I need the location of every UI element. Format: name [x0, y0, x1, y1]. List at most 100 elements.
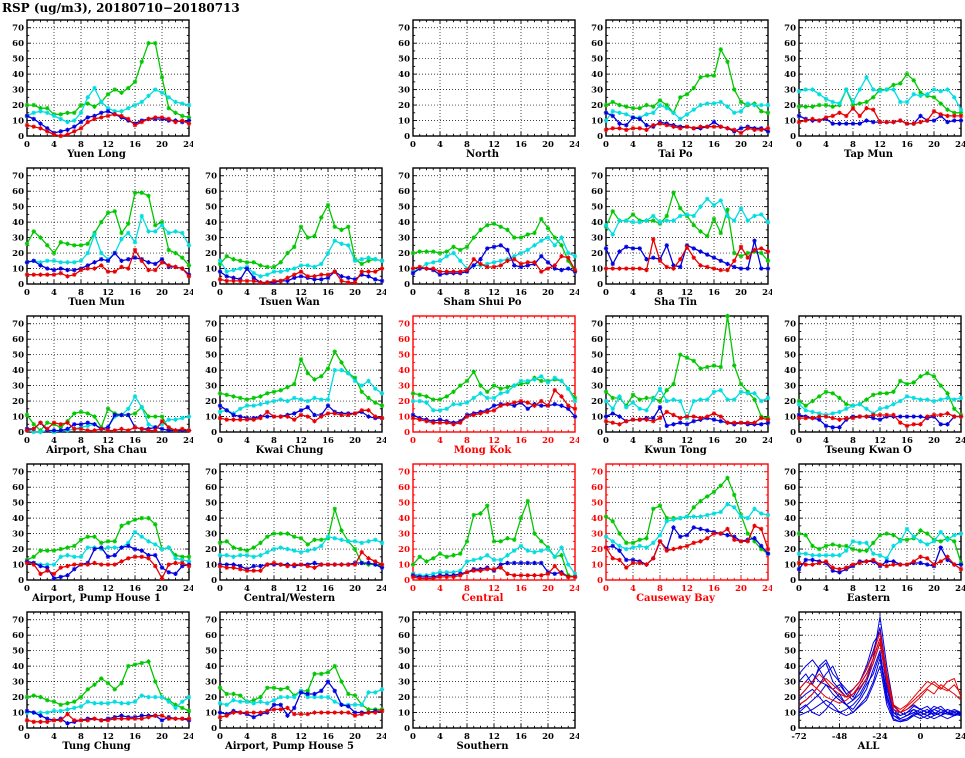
y-tick-label: 40 [398, 218, 410, 228]
x-tick-label: 20 [928, 140, 940, 150]
x-tick-label: 4 [244, 436, 250, 446]
y-tick-label: 70 [784, 468, 796, 478]
y-tick-label: 40 [398, 662, 410, 672]
x-tick-label: 12 [681, 584, 693, 594]
chart-title: Eastern [847, 593, 891, 604]
x-tick-label: 12 [488, 140, 500, 150]
y-tick-label: 60 [784, 631, 796, 641]
chart-airport-sha-chau: 0 10 20 30 40 50 60 70 0 4 8 12 16 20 24 Airport, Sha C… [0, 310, 195, 458]
x-tick-label: 12 [295, 436, 307, 446]
x-tick-label: 8 [78, 288, 84, 298]
y-tick-label: 0 [18, 280, 24, 290]
x-tick-label: 4 [823, 584, 829, 594]
chart-southern: 0 10 20 30 40 50 60 70 0 4 8 12 16 20 24 Southern [386, 606, 581, 754]
chart-title: Airport, Pump House 1 [31, 593, 161, 604]
chart-title: ALL [857, 741, 880, 752]
x-tick-label: 12 [874, 436, 886, 446]
y-tick-label: 30 [591, 530, 603, 540]
y-tick-label: 60 [398, 631, 410, 641]
chart-title: Kwun Tong [644, 445, 707, 456]
y-tick-label: 50 [784, 351, 796, 361]
x-tick-label: 24 [376, 584, 386, 594]
x-tick-label: 12 [874, 584, 886, 594]
y-tick-label: 60 [398, 335, 410, 345]
x-tick-label: 20 [156, 732, 168, 742]
y-tick-label: 50 [591, 203, 603, 213]
x-tick-label: 20 [349, 732, 361, 742]
y-tick-label: 50 [205, 647, 217, 657]
plot: 0 10 20 30 40 50 60 70 0 4 8 12 16 20 24 Kwai Chung [205, 315, 388, 456]
y-tick-label: 50 [398, 499, 410, 509]
y-tick-label: 10 [591, 413, 603, 423]
plot: 0 10 20 30 40 50 60 70 0 4 8 12 16 20 24 Airport, Sha C… [12, 315, 195, 456]
x-tick-label: 4 [437, 140, 443, 150]
y-tick-label: 60 [784, 483, 796, 493]
y-tick-label: 60 [205, 335, 217, 345]
x-tick-label: 8 [657, 584, 663, 594]
plot: 0 10 20 30 40 50 60 70 0 4 8 12 16 20 24 Central [398, 463, 581, 604]
plot: 0 10 20 30 40 50 60 70 0 4 8 12 16 20 24 Kwun Tong [591, 313, 774, 456]
plot: 0 10 20 30 40 50 60 70 0 4 8 12 16 20 24 Tsuen Wan [205, 167, 388, 308]
y-tick-label: 40 [205, 366, 217, 376]
x-tick-label: 4 [630, 140, 636, 150]
plot: 0 10 20 30 40 50 60 70 0 4 8 12 16 20 24 Tai Po [591, 19, 774, 160]
chart-tung-chung: 0 10 20 30 40 50 60 70 0 4 8 12 16 20 24 Tung Chung [0, 606, 195, 754]
y-tick-label: 50 [784, 55, 796, 65]
x-tick-label: 4 [630, 436, 636, 446]
y-tick-label: 0 [18, 428, 24, 438]
y-tick-label: 20 [591, 397, 603, 407]
y-tick-label: 30 [591, 86, 603, 96]
x-tick-label: 0 [217, 584, 223, 594]
chart-title: North [466, 149, 500, 160]
chart-tuen-mun: 0 10 20 30 40 50 60 70 0 4 8 12 16 20 24 Tuen Mun [0, 162, 195, 310]
y-tick-label: 20 [784, 397, 796, 407]
x-tick-label: 0 [410, 140, 416, 150]
x-tick-label: 12 [102, 732, 114, 742]
y-tick-label: 0 [597, 576, 603, 586]
chart-title: Tuen Mun [68, 297, 125, 308]
y-tick-label: 10 [205, 561, 217, 571]
x-tick-label: 8 [657, 140, 663, 150]
y-tick-label: 0 [597, 428, 603, 438]
y-tick-label: 10 [591, 561, 603, 571]
chart-north: 0 10 20 30 40 50 60 70 0 4 8 12 16 20 24 North [386, 14, 581, 162]
x-tick-label: 12 [102, 140, 114, 150]
y-tick-label: 40 [12, 218, 24, 228]
y-tick-label: 40 [784, 514, 796, 524]
y-tick-label: 60 [12, 39, 24, 49]
x-tick-label: 4 [823, 140, 829, 150]
x-tick-label: 24 [569, 584, 579, 594]
y-tick-label: 40 [398, 366, 410, 376]
y-tick-label: 50 [205, 499, 217, 509]
y-tick-label: 30 [398, 86, 410, 96]
x-tick-label: 16 [515, 436, 527, 446]
y-tick-label: 30 [12, 86, 24, 96]
x-tick-label: 24 [762, 584, 772, 594]
y-tick-label: 50 [398, 55, 410, 65]
x-tick-label: 20 [349, 584, 361, 594]
y-tick-label: 70 [784, 24, 796, 34]
x-tick-label: 16 [129, 140, 141, 150]
x-tick-label: 12 [488, 436, 500, 446]
x-tick-label: 0 [24, 436, 30, 446]
y-tick-label: 60 [398, 483, 410, 493]
x-tick-label: 24 [762, 436, 772, 446]
x-tick-label: 20 [542, 140, 554, 150]
x-tick-label: 4 [630, 288, 636, 298]
x-tick-label: 12 [295, 584, 307, 594]
x-tick-label: 24 [183, 584, 193, 594]
y-tick-label: 60 [591, 335, 603, 345]
plot: 0 10 20 30 40 50 60 70 0 4 8 12 16 20 24 Airport, Pump … [205, 611, 388, 752]
y-tick-label: 0 [597, 132, 603, 142]
chart-sha-tin: 0 10 20 30 40 50 60 70 0 4 8 12 16 20 24 Sha Tin [579, 162, 774, 310]
y-tick-label: 40 [12, 514, 24, 524]
y-tick-label: 0 [404, 724, 410, 734]
x-tick-label: 16 [129, 436, 141, 446]
x-tick-label: 16 [129, 288, 141, 298]
chart-title: Southern [457, 741, 510, 752]
y-tick-label: 10 [398, 117, 410, 127]
plot: 0 10 20 30 40 50 60 70 0 4 8 12 16 20 24 Airport, Pump … [12, 463, 195, 604]
x-tick-label: 16 [129, 584, 141, 594]
x-tick-label: 8 [78, 732, 84, 742]
